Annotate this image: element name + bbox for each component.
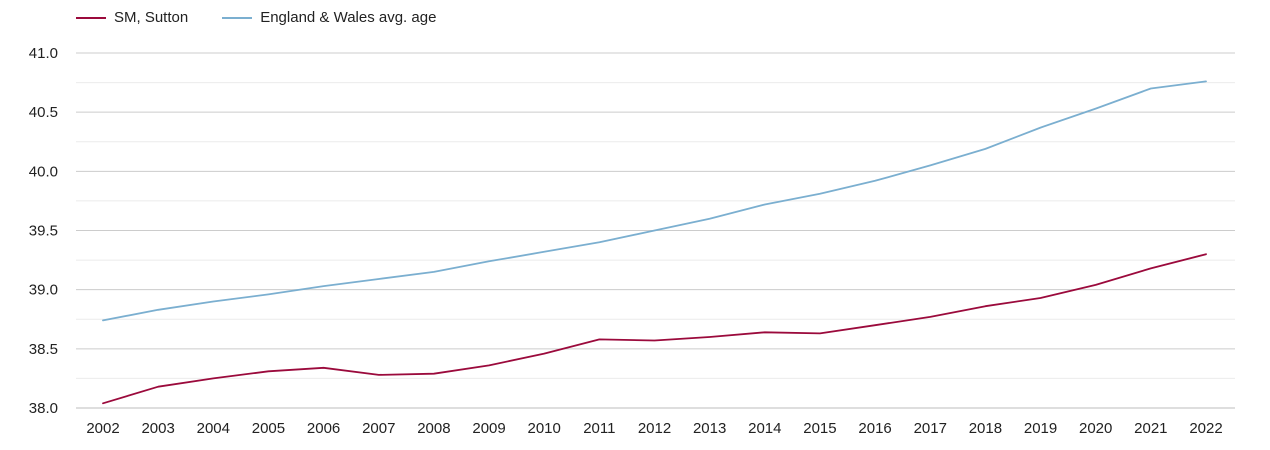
legend-label-sutton: SM, Sutton <box>114 9 189 26</box>
y-tick-label: 39.5 <box>29 223 58 240</box>
x-tick-label: 2014 <box>748 420 781 437</box>
x-tick-label: 2010 <box>528 420 561 437</box>
x-tick-label: 2015 <box>803 420 836 437</box>
axis-labels: 38.0 38.5 39.0 39.5 40.0 40.5 41.0 2002 2003 2004… <box>29 45 1223 437</box>
legend-swatch-sutton <box>76 16 106 19</box>
legend-item-england-wales[interactable]: England & Wales avg. age <box>222 9 436 26</box>
data-point-england-wales[interactable] <box>817 191 823 197</box>
data-point-sutton[interactable] <box>155 384 161 390</box>
data-point-england-wales[interactable] <box>265 291 271 297</box>
data-point-sutton[interactable] <box>982 303 988 309</box>
data-point-england-wales[interactable] <box>982 146 988 152</box>
x-tick-label: 2004 <box>197 420 230 437</box>
data-point-sutton[interactable] <box>1148 265 1154 271</box>
data-point-england-wales[interactable] <box>707 216 713 222</box>
data-point-england-wales[interactable] <box>1148 86 1154 92</box>
series-line-england-wales[interactable] <box>102 80 1207 322</box>
data-point-sutton[interactable] <box>1038 295 1044 301</box>
data-point-england-wales[interactable] <box>927 162 933 168</box>
x-tick-label: 2002 <box>86 420 119 437</box>
data-point-sutton[interactable] <box>486 362 492 368</box>
data-point-england-wales[interactable] <box>321 283 327 289</box>
data-point-sutton[interactable] <box>872 322 878 328</box>
data-point-sutton[interactable] <box>265 368 271 374</box>
y-tick-label: 40.0 <box>29 163 58 180</box>
data-point-england-wales[interactable] <box>872 178 878 184</box>
data-point-sutton[interactable] <box>596 336 602 342</box>
data-point-england-wales[interactable] <box>762 201 768 207</box>
legend-item-sutton[interactable]: SM, Sutton <box>76 9 188 26</box>
x-tick-label: 2019 <box>1024 420 1057 437</box>
x-tick-label: 2020 <box>1079 420 1112 437</box>
data-point-england-wales[interactable] <box>596 239 602 245</box>
x-tick-label: 2018 <box>969 420 1002 437</box>
data-point-england-wales[interactable] <box>486 258 492 264</box>
y-tick-label: 38.0 <box>29 400 58 417</box>
x-tick-label: 2007 <box>362 420 395 437</box>
data-point-sutton[interactable] <box>762 329 768 335</box>
data-point-sutton[interactable] <box>541 351 547 357</box>
data-point-sutton[interactable] <box>1203 251 1209 257</box>
x-tick-label: 2013 <box>693 420 726 437</box>
data-point-sutton[interactable] <box>1093 282 1099 288</box>
x-tick-label: 2008 <box>417 420 450 437</box>
series-lines <box>100 78 1209 406</box>
legend-label-england-wales: England & Wales avg. age <box>260 9 437 26</box>
data-point-sutton[interactable] <box>927 314 933 320</box>
legend-swatch-england-wales <box>222 16 253 19</box>
y-tick-label: 38.5 <box>29 341 58 358</box>
x-tick-label: 2022 <box>1189 420 1222 437</box>
y-tick-label: 41.0 <box>29 45 58 62</box>
x-tick-label: 2005 <box>252 420 285 437</box>
data-point-england-wales[interactable] <box>652 228 658 234</box>
data-point-england-wales[interactable] <box>100 317 106 323</box>
data-point-england-wales[interactable] <box>541 249 547 255</box>
series-line-sutton[interactable] <box>102 253 1207 405</box>
data-point-england-wales[interactable] <box>1093 106 1099 112</box>
data-point-england-wales[interactable] <box>155 307 161 313</box>
y-tick-label: 39.0 <box>29 282 58 299</box>
data-point-sutton[interactable] <box>210 375 216 381</box>
data-point-sutton[interactable] <box>817 330 823 336</box>
x-tick-label: 2017 <box>914 420 947 437</box>
data-point-sutton[interactable] <box>321 365 327 371</box>
data-point-england-wales[interactable] <box>431 269 437 275</box>
data-point-england-wales[interactable] <box>1038 125 1044 131</box>
data-point-sutton[interactable] <box>100 400 106 406</box>
chart-legend: SM, Sutton England & Wales avg. age <box>76 9 470 26</box>
x-tick-label: 2021 <box>1134 420 1167 437</box>
x-tick-label: 2011 <box>583 420 615 437</box>
data-point-sutton[interactable] <box>707 334 713 340</box>
x-tick-label: 2012 <box>638 420 671 437</box>
data-point-england-wales[interactable] <box>210 299 216 305</box>
data-point-england-wales[interactable] <box>376 276 382 282</box>
y-tick-label: 40.5 <box>29 104 58 121</box>
x-tick-label: 2003 <box>141 420 174 437</box>
x-tick-label: 2016 <box>858 420 891 437</box>
data-point-sutton[interactable] <box>431 371 437 377</box>
data-point-sutton[interactable] <box>652 338 658 344</box>
data-point-england-wales[interactable] <box>1203 78 1209 84</box>
data-point-sutton[interactable] <box>376 372 382 378</box>
x-tick-label: 2009 <box>472 420 505 437</box>
x-tick-label: 2006 <box>307 420 340 437</box>
